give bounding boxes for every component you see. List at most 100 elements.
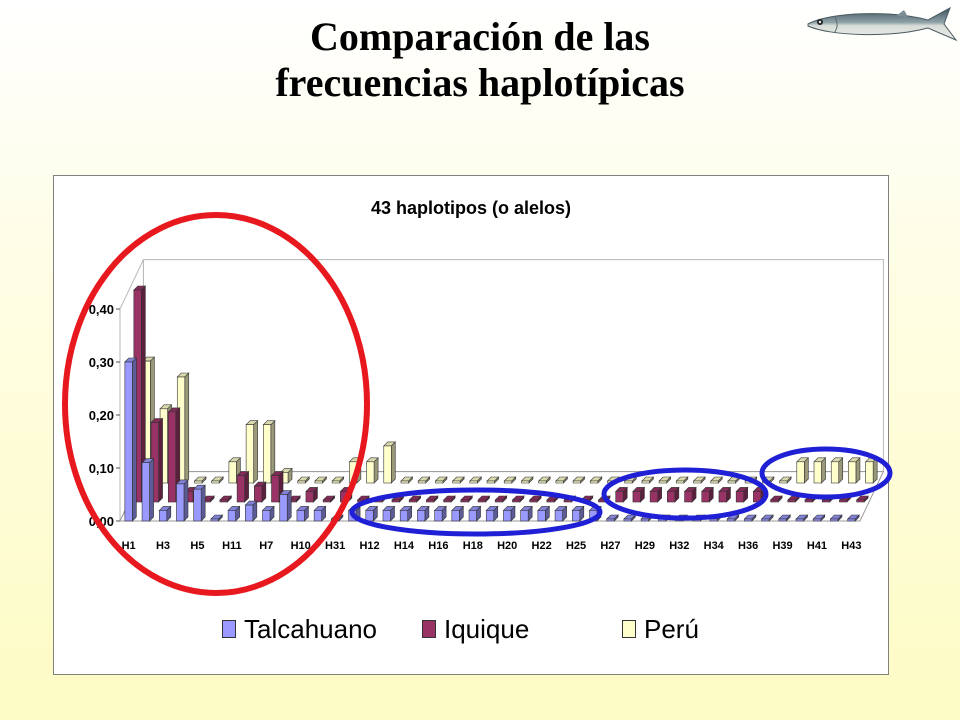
x-tick-label: H18	[463, 540, 483, 552]
bar-talcahuano-H4	[176, 483, 185, 522]
bar-iquique-H32	[684, 491, 693, 503]
bar-perú-H37	[744, 480, 753, 484]
bar-iquique-H30	[322, 499, 331, 503]
x-tick-label: H16	[428, 540, 448, 552]
slide-title-line-2: frecuencias haplotípicas	[275, 60, 685, 105]
bar-iquique-H20	[512, 499, 521, 503]
x-tick-label: H27	[600, 540, 620, 552]
legend-item-talcahuano: Talcahuano	[222, 614, 422, 645]
bar-perú-H19	[469, 480, 478, 484]
bar-iquique-H10	[305, 491, 314, 503]
bar-talcahuano-H1	[124, 361, 133, 522]
bar-talcahuano-H21	[485, 510, 495, 522]
bar-side-iquique	[158, 417, 163, 503]
bar-talcahuano-H17	[417, 510, 426, 522]
bar-iquique-H43	[856, 499, 865, 503]
bar-talcahuano-H26	[589, 510, 598, 522]
bar-talcahuano-H9	[279, 494, 288, 522]
bar-iquique-H17	[426, 499, 435, 503]
bar-talcahuano-H39	[778, 518, 787, 522]
bar-perú-H41	[830, 461, 840, 484]
bar-talcahuano-H20	[503, 510, 512, 522]
bar-iquique-H14	[408, 499, 418, 503]
bar-side-perú	[184, 372, 190, 484]
bar-perú-H10	[314, 480, 323, 484]
bar-iquique-H27	[615, 491, 624, 503]
bar-perú-H12	[383, 445, 392, 484]
legend-swatch-peru	[622, 620, 636, 638]
bar-talcahuano-H12	[365, 510, 374, 522]
bar-perú-H17	[435, 480, 444, 484]
bar-perú-H33	[676, 480, 685, 484]
bar-perú-H43	[865, 461, 874, 484]
bar-talcahuano-H13	[348, 510, 357, 522]
bar-perú-H39	[796, 461, 805, 484]
bar-talcahuano-H19	[451, 510, 460, 522]
bar-talcahuano-H15	[382, 510, 391, 522]
bar-iquique-H24	[563, 499, 572, 503]
bar-perú-H18	[486, 480, 495, 484]
legend-swatch-talcahuano	[222, 620, 236, 638]
bar-talcahuano-H22	[537, 510, 546, 522]
bar-side-iquique	[244, 470, 249, 503]
bar-perú-H5	[211, 480, 220, 484]
bar-talcahuano-H34	[709, 518, 718, 522]
bar-perú-H22	[555, 480, 564, 484]
bar-perú-H32	[693, 480, 702, 484]
x-tick-label: H32	[669, 540, 689, 552]
x-tick-label: H3	[156, 540, 170, 552]
bar-iquique-H37	[735, 491, 744, 503]
y-tick-label: 0,40	[89, 302, 114, 317]
bar-talcahuano-H30	[313, 510, 322, 522]
bar-talcahuano-H5	[193, 488, 202, 522]
bar-iquique-H40	[804, 499, 813, 503]
bar-perú-H42	[848, 461, 857, 484]
bar-perú-H34	[727, 480, 736, 484]
legend-label-peru: Perú	[644, 613, 699, 644]
bar-perú-H38	[779, 480, 788, 484]
x-tick-label: H39	[772, 540, 792, 552]
bar-side-talcahuano	[149, 457, 154, 522]
bar-talcahuano-H23	[520, 510, 529, 522]
bar-perú-H15	[400, 480, 409, 484]
bar-talcahuano-H40	[795, 518, 804, 522]
bar-talcahuano-H10	[296, 510, 305, 522]
bar-iquique-H13	[357, 499, 366, 503]
bar-perú-H16	[452, 480, 461, 484]
bar-perú-H20	[521, 480, 530, 484]
x-tick-label: H10	[291, 540, 311, 552]
bar-perú-H40	[813, 461, 822, 484]
bar-talcahuano-H18	[468, 510, 477, 522]
bar-perú-H9	[297, 480, 306, 484]
bar-talcahuano-H36	[744, 518, 753, 522]
bar-side-perú	[253, 419, 258, 484]
bar-iquique-H25	[580, 499, 590, 503]
bar-side-talcahuano	[132, 357, 137, 522]
bar-talcahuano-H14	[399, 510, 409, 522]
slide-title-line-1: Comparación de las	[310, 14, 650, 59]
y-tick-label: 0,00	[89, 514, 114, 529]
bar-side-talcahuano	[286, 489, 292, 522]
y-tick-label: 0,10	[89, 461, 114, 476]
bar-side-talcahuano	[200, 484, 206, 522]
bar-iquique-H12	[374, 499, 383, 503]
bar-iquique-H23	[529, 499, 538, 503]
bar-talcahuano-H16	[434, 510, 443, 522]
slide-title: Comparación de las frecuencias haplotípi…	[140, 14, 820, 106]
x-tick-label: H36	[738, 540, 758, 552]
bar-iquique-H19	[460, 499, 469, 503]
legend-label-talcahuano: Talcahuano	[244, 613, 377, 644]
x-tick-label: H43	[841, 540, 861, 552]
bar-talcahuano-H6	[210, 518, 219, 522]
bar-perú-H24	[572, 480, 581, 484]
bar-talcahuano-H32	[675, 518, 684, 522]
bar-perú-H35	[710, 480, 719, 484]
bar-iquique-H38	[770, 499, 779, 503]
bar-talcahuano-H35	[692, 518, 701, 522]
bar-perú-H25	[589, 480, 599, 484]
chart-panel: 43 haplotipos (o alelos) 0,00 0,10 0,20 0,3…	[53, 175, 889, 675]
x-tick-label: H41	[807, 540, 827, 552]
bar-talcahuano-H43	[847, 518, 856, 522]
x-tick-label: H14	[394, 540, 415, 552]
bar-perú-H29	[658, 480, 667, 484]
